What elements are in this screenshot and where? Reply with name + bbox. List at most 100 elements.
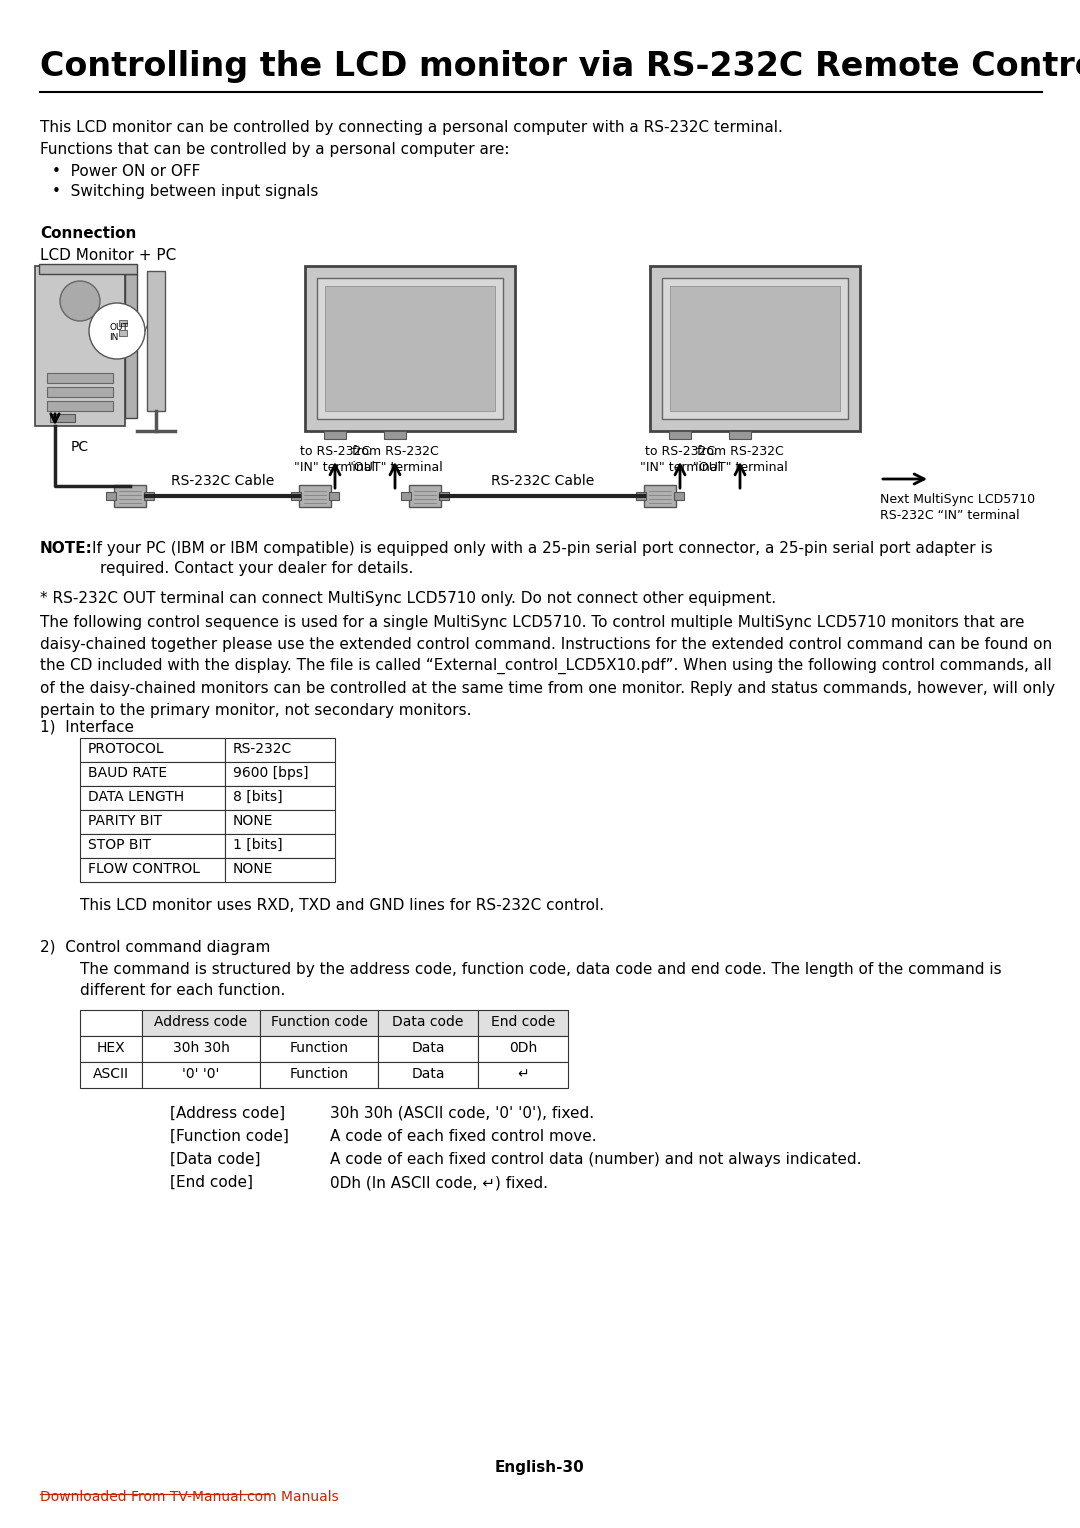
Bar (80, 738, 225, 762)
Bar (329, 492, 339, 500)
Text: NONE: NONE (233, 814, 273, 828)
Bar (106, 492, 116, 500)
Bar (80, 1036, 141, 1062)
Text: This LCD monitor uses RXD, TXD and GND lines for RS-232C control.: This LCD monitor uses RXD, TXD and GND l… (80, 898, 604, 914)
Bar (260, 1036, 378, 1062)
Bar (325, 286, 495, 411)
Text: •  Switching between input signals: • Switching between input signals (52, 183, 319, 199)
Bar (650, 266, 860, 431)
Bar (119, 330, 127, 336)
Text: Data: Data (411, 1041, 445, 1054)
Text: The command is structured by the address code, function code, data code and end : The command is structured by the address… (80, 963, 1001, 998)
Bar (478, 1062, 568, 1088)
Bar (260, 1010, 378, 1036)
Bar (729, 431, 751, 439)
Text: Function: Function (289, 1067, 349, 1080)
Text: Data code: Data code (392, 1015, 463, 1028)
Text: Connection: Connection (40, 226, 136, 241)
Bar (478, 1010, 568, 1036)
Bar (438, 492, 449, 500)
Text: ↵: ↵ (517, 1067, 529, 1080)
Bar (125, 274, 137, 419)
Text: IN: IN (109, 333, 119, 342)
Bar (50, 414, 75, 422)
Text: Next MultiSync LCD5710
RS-232C “IN” terminal: Next MultiSync LCD5710 RS-232C “IN” term… (880, 494, 1035, 523)
Bar (291, 492, 301, 500)
Bar (636, 492, 646, 500)
Text: •  Power ON or OFF: • Power ON or OFF (52, 163, 201, 179)
Bar (299, 484, 330, 507)
Text: PC: PC (71, 440, 89, 454)
Bar (670, 286, 840, 411)
Bar (80, 834, 225, 859)
Text: FLOW CONTROL: FLOW CONTROL (87, 862, 200, 876)
Bar (80, 1062, 141, 1088)
Text: 8 [bits]: 8 [bits] (233, 790, 283, 804)
Circle shape (60, 281, 100, 321)
Bar (225, 762, 335, 785)
Bar (80, 785, 225, 810)
Text: 0Dh: 0Dh (509, 1041, 537, 1054)
Bar (225, 834, 335, 859)
Bar (48, 373, 113, 384)
Text: to RS-232C
"IN" terminal: to RS-232C "IN" terminal (295, 445, 376, 474)
Bar (478, 1036, 568, 1062)
Text: LCD Monitor + PC: LCD Monitor + PC (40, 248, 176, 263)
Bar (225, 785, 335, 810)
Text: This LCD monitor can be controlled by connecting a personal computer with a RS-2: This LCD monitor can be controlled by co… (40, 121, 783, 134)
Bar (48, 400, 113, 411)
Text: DATA LENGTH: DATA LENGTH (87, 790, 184, 804)
Text: 2)  Control command diagram: 2) Control command diagram (40, 940, 270, 955)
Bar (80, 762, 225, 785)
Text: A code of each fixed control data (number) and not always indicated.: A code of each fixed control data (numbe… (330, 1152, 862, 1167)
Bar (225, 810, 335, 834)
Text: Downloaded From TV-Manual.com Manuals: Downloaded From TV-Manual.com Manuals (40, 1490, 339, 1504)
Text: to RS-232C
"IN" terminal: to RS-232C "IN" terminal (639, 445, 720, 474)
Text: End code: End code (491, 1015, 555, 1028)
Text: OUT: OUT (109, 322, 127, 332)
Bar (141, 1062, 260, 1088)
Text: RS-232C Cable: RS-232C Cable (491, 474, 594, 487)
Bar (401, 492, 411, 500)
Text: required. Contact your dealer for details.: required. Contact your dealer for detail… (100, 561, 414, 576)
Bar (378, 1010, 478, 1036)
Text: NONE: NONE (233, 862, 273, 876)
Bar (80, 859, 225, 882)
Text: PROTOCOL: PROTOCOL (87, 743, 164, 756)
Text: RS-232C: RS-232C (233, 743, 293, 756)
Text: HEX: HEX (97, 1041, 125, 1054)
Text: 0Dh (In ASCII code, ↵) fixed.: 0Dh (In ASCII code, ↵) fixed. (330, 1175, 548, 1190)
Text: Address code: Address code (154, 1015, 247, 1028)
Text: Function code: Function code (271, 1015, 367, 1028)
Bar (409, 484, 441, 507)
Bar (318, 278, 503, 419)
Bar (80, 1010, 141, 1036)
Text: Data: Data (411, 1067, 445, 1080)
Text: 1)  Interface: 1) Interface (40, 720, 134, 735)
Bar (35, 266, 125, 426)
Text: 30h 30h (ASCII code, '0' '0'), fixed.: 30h 30h (ASCII code, '0' '0'), fixed. (330, 1106, 594, 1122)
Text: Controlling the LCD monitor via RS-232C Remote Control: Controlling the LCD monitor via RS-232C … (40, 50, 1080, 83)
Text: [Address code]: [Address code] (170, 1106, 285, 1122)
Bar (324, 431, 346, 439)
Text: Functions that can be controlled by a personal computer are:: Functions that can be controlled by a pe… (40, 142, 510, 157)
Bar (39, 264, 137, 274)
Text: 1 [bits]: 1 [bits] (233, 837, 283, 853)
Circle shape (89, 303, 145, 359)
Bar (378, 1036, 478, 1062)
Text: PARITY BIT: PARITY BIT (87, 814, 162, 828)
Text: * RS-232C OUT terminal can connect MultiSync LCD5710 only. Do not connect other : * RS-232C OUT terminal can connect Multi… (40, 591, 777, 607)
Bar (644, 484, 676, 507)
Bar (225, 738, 335, 762)
Text: STOP BIT: STOP BIT (87, 837, 151, 853)
Text: BAUD RATE: BAUD RATE (87, 766, 167, 779)
Text: NOTE:: NOTE: (40, 541, 93, 556)
Text: [End code]: [End code] (170, 1175, 253, 1190)
Text: [Function code]: [Function code] (170, 1129, 288, 1144)
Bar (305, 266, 515, 431)
Bar (669, 431, 691, 439)
Text: from RS-232C
"OUT" terminal: from RS-232C "OUT" terminal (348, 445, 443, 474)
Text: '0' '0': '0' '0' (183, 1067, 219, 1080)
Text: Function: Function (289, 1041, 349, 1054)
Bar (674, 492, 684, 500)
